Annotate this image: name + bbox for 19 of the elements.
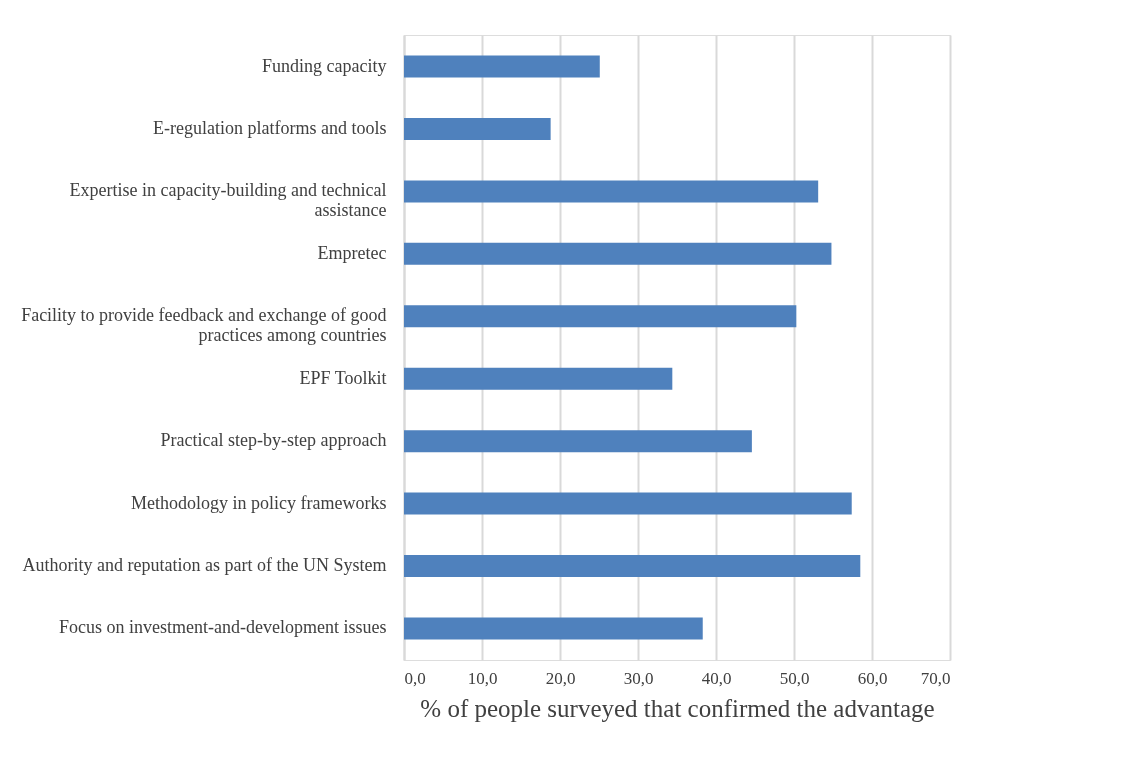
x-axis-title: % of people surveyed that confirmed the advantage: [420, 694, 935, 722]
y-tick-label: Authority and reputation as part of the UN System: [22, 555, 387, 576]
x-tick-label: 20,0: [545, 668, 576, 688]
x-tick-label: 30,0: [623, 668, 654, 688]
x-tick-label: 70,0: [920, 668, 951, 688]
x-tick-label: 50,0: [779, 668, 810, 688]
y-tick-label: EPF Toolkit: [299, 367, 387, 388]
y-tick-label: E-regulation platforms and tools: [153, 117, 387, 138]
y-tick-label: Empretec: [317, 242, 387, 263]
y-tick-label: Funding capacity: [262, 55, 387, 76]
y-tick-label: Practical step-by-step approach: [160, 430, 387, 451]
y-tick-label: Methodology in policy frameworks: [131, 492, 387, 513]
x-tick-label: 60,0: [857, 668, 888, 688]
y-tick-label: Expertise in capacity-building and technical assistance: [69, 180, 387, 221]
x-tick-label: 0,0: [404, 668, 426, 688]
y-tick-label: Facility to provide feedback and exchange of good practices among countries: [21, 305, 387, 346]
x-tick-label: 10,0: [467, 668, 498, 688]
y-tick-label: Focus on investment-and-development issues: [59, 617, 387, 638]
x-tick-label: 40,0: [701, 668, 732, 688]
